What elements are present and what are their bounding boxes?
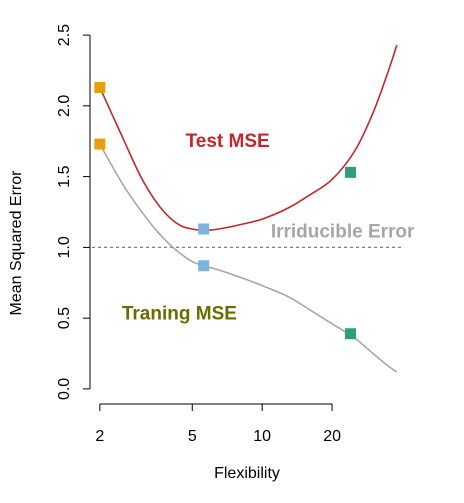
data-point-marker [198, 223, 210, 235]
y-tick-label: 0.0 [56, 378, 73, 400]
annotations: Test MSE Traning MSE Irriducible Error [122, 131, 415, 325]
test-mse-curve [99, 44, 398, 232]
x-tick-label: 10 [253, 428, 271, 445]
y-tick-label: 1.5 [56, 165, 73, 187]
data-point-marker [344, 166, 356, 178]
data-point-marker [198, 260, 210, 272]
training-mse-label: Traning MSE [122, 304, 237, 325]
test-mse-label: Test MSE [186, 131, 270, 152]
data-point-marker [94, 81, 106, 93]
markers [94, 81, 356, 340]
y-tick-label: 0.5 [56, 307, 73, 329]
axes: 2 5 10 20 0.0 0.5 1.0 1.5 2.0 2.5 [56, 24, 341, 445]
y-tick-label: 2.0 [56, 95, 73, 117]
y-tick-label: 1.0 [56, 236, 73, 258]
training-mse-curve [99, 143, 398, 373]
curves [99, 44, 398, 373]
x-tick-label: 2 [95, 428, 104, 445]
y-axis-title: Mean Squared Error [8, 170, 25, 316]
data-point-marker [94, 138, 106, 150]
y-tick-label: 2.5 [56, 24, 73, 46]
x-tick-label: 20 [323, 428, 341, 445]
data-point-marker [344, 328, 356, 340]
x-axis-title: Flexibility [214, 465, 280, 482]
x-tick-label: 5 [188, 428, 197, 445]
irreducible-error-label: Irriducible Error [271, 221, 415, 242]
